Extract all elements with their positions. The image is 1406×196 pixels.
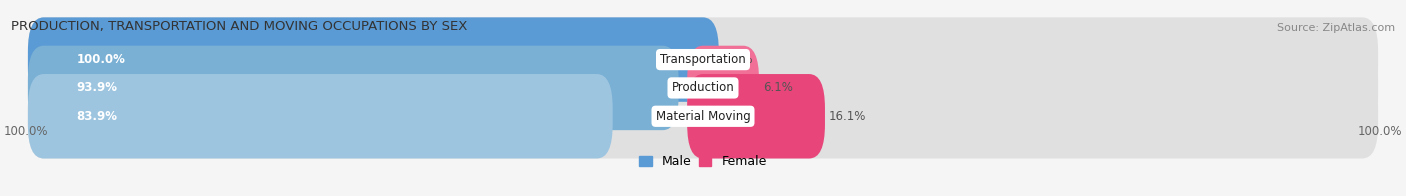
FancyBboxPatch shape (28, 74, 1378, 159)
Text: 100.0%: 100.0% (1357, 125, 1402, 138)
Text: PRODUCTION, TRANSPORTATION AND MOVING OCCUPATIONS BY SEX: PRODUCTION, TRANSPORTATION AND MOVING OC… (11, 20, 468, 33)
Text: 83.9%: 83.9% (77, 110, 118, 123)
Text: Material Moving: Material Moving (655, 110, 751, 123)
Text: Transportation: Transportation (661, 53, 745, 66)
Legend: Male, Female: Male, Female (640, 155, 766, 168)
FancyBboxPatch shape (28, 17, 1378, 102)
FancyBboxPatch shape (28, 46, 679, 130)
FancyBboxPatch shape (28, 17, 718, 102)
Text: Source: ZipAtlas.com: Source: ZipAtlas.com (1277, 23, 1395, 33)
Text: 0.0%: 0.0% (723, 53, 752, 66)
FancyBboxPatch shape (28, 46, 1378, 130)
Text: 100.0%: 100.0% (4, 125, 49, 138)
FancyBboxPatch shape (688, 46, 759, 130)
FancyBboxPatch shape (28, 74, 613, 159)
Text: 100.0%: 100.0% (77, 53, 125, 66)
FancyBboxPatch shape (688, 74, 825, 159)
Text: Production: Production (672, 81, 734, 94)
Text: 16.1%: 16.1% (830, 110, 866, 123)
Text: 93.9%: 93.9% (77, 81, 118, 94)
Text: 6.1%: 6.1% (763, 81, 793, 94)
